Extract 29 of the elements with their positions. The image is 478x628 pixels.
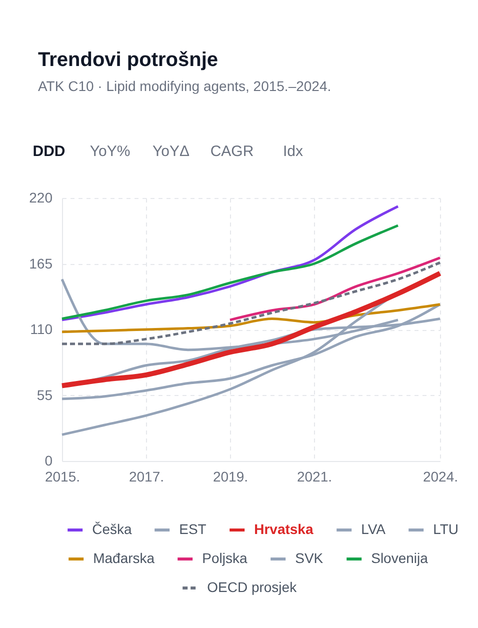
legend-label: EST [179,521,207,537]
x-tick-label: 2017. [128,468,164,484]
legend-label: LTU [433,521,459,537]
x-tick-label: 2019. [212,468,248,484]
text: YoY% [90,143,130,160]
y-tick-label: 110 [30,321,53,337]
legend-label: Poljska [202,550,248,566]
y-tick-label: 220 [29,190,53,206]
x-tick-label: 2024. [422,468,458,484]
chart-subtitle: ATK C10 · Lipid modifying agents, 2015.–2024. [38,78,332,94]
text: YoYΔ [152,143,190,160]
legend-label: Slovenija [371,550,428,566]
text: Idx [282,143,304,160]
x-tick-label: 2015. [44,468,80,484]
text: CAGR [210,143,254,160]
x-tick-label: 2021. [296,468,332,484]
legend-label: SVK [295,550,324,566]
chart-title: Trendovi potrošnje [38,49,218,71]
y-tick-label: 0 [44,452,53,468]
legend-label: Mađarska [93,550,155,566]
text: DDD [32,143,66,160]
y-tick-label: 55 [36,386,53,403]
legend-label: Hrvatska [254,521,314,537]
legend-label: Češka [92,521,132,537]
line-series [60,224,400,320]
line-series [60,261,442,346]
legend-label: LVA [361,521,386,537]
y-tick-label: 165 [29,255,53,272]
legend-label: OECD prosjek [207,579,298,595]
